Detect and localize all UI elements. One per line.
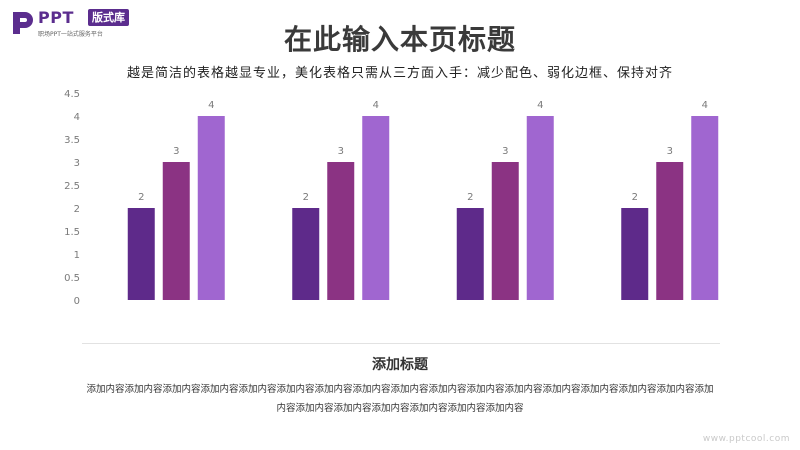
page-title: 在此输入本页标题	[283, 23, 516, 56]
logo-badge: 版式库	[88, 9, 129, 26]
bar-series1-group4	[621, 208, 649, 300]
data-label: 3	[338, 146, 344, 157]
data-label: 2	[632, 192, 638, 203]
data-label: 3	[502, 146, 508, 157]
bar-series2-group2	[327, 162, 355, 300]
data-label: 3	[667, 146, 673, 157]
data-label: 2	[138, 192, 144, 203]
data-label: 4	[208, 100, 214, 111]
bar-chart: 0 0.5 1 1.5 2 2.5 3 3.5 4 4.5 2 3 4 2 3 4 2 3 4 2 3 4	[64, 89, 719, 307]
data-label: 2	[467, 192, 473, 203]
bar-series3-group2	[362, 116, 390, 300]
page-subtitle: 越是简洁的表格越显专业，美化表格只需从三方面入手：减少配色、弱化边框、保持对齐	[126, 66, 673, 81]
bar-series1-group3	[456, 208, 484, 300]
logo-brand-text: PPT	[38, 8, 74, 27]
bar-series1-group1	[127, 208, 155, 300]
bar-series3-group1	[197, 116, 225, 300]
y-tick-label: 3.5	[64, 135, 80, 146]
y-tick-label: 2.5	[64, 181, 80, 192]
bar-series3-group3	[526, 116, 554, 300]
bar-series2-group4	[656, 162, 684, 300]
data-label: 3	[173, 146, 179, 157]
logo-p-icon	[13, 12, 33, 34]
y-tick-label: 1.5	[64, 227, 80, 238]
brand-logo: PPT 版式库 职场PPT一站式服务平台	[10, 8, 160, 38]
data-label: 4	[702, 100, 708, 111]
y-tick-label: 4.5	[64, 89, 80, 100]
data-label: 4	[373, 100, 379, 111]
watermark: www.pptcool.com	[702, 434, 790, 444]
bar-series3-group4	[691, 116, 719, 300]
y-tick-label: 3	[74, 158, 80, 169]
y-tick-label: 2	[74, 204, 80, 215]
logo-tagline: 职场PPT一站式服务平台	[38, 31, 103, 38]
section-body: 添加内容添加内容添加内容添加内容添加内容添加内容添加内容添加内容添加内容添加内容…	[86, 384, 714, 414]
divider	[82, 343, 720, 344]
y-tick-label: 4	[74, 112, 80, 123]
bar-series2-group1	[162, 162, 190, 300]
y-tick-label: 0.5	[64, 273, 80, 284]
y-tick-label: 0	[74, 296, 80, 307]
data-label: 2	[303, 192, 309, 203]
section-title: 添加标题	[372, 357, 428, 373]
y-tick-label: 1	[74, 250, 80, 261]
data-label: 4	[537, 100, 543, 111]
bar-series1-group2	[292, 208, 320, 300]
bar-series2-group3	[491, 162, 519, 300]
